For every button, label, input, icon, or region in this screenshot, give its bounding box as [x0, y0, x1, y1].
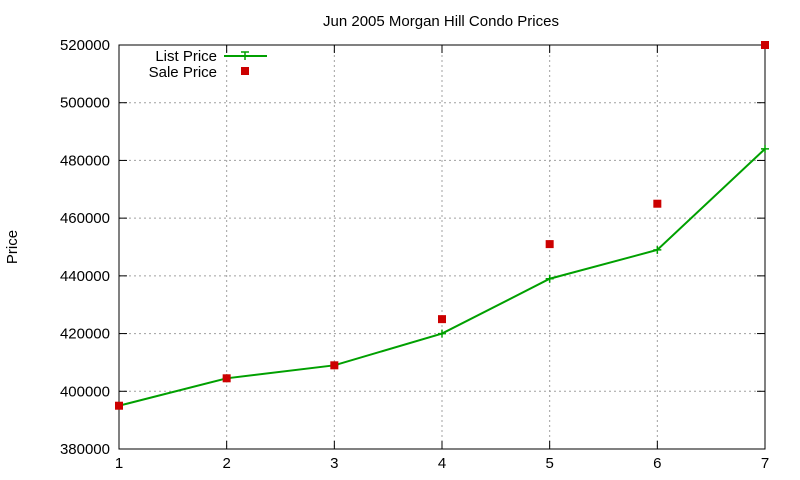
legend-label-sale-price: Sale Price [149, 64, 217, 81]
legend: List Price Sale Price [149, 48, 267, 81]
plot-frame [118, 44, 766, 450]
grid-lines [119, 45, 765, 449]
list-price-line [118, 148, 766, 407]
sale-price-point [330, 361, 339, 370]
y-tick-label: 460000 [60, 210, 110, 227]
legend-label-list-price: List Price [155, 48, 217, 65]
sale-price-point [545, 240, 554, 249]
x-tick-label: 7 [761, 455, 769, 472]
x-tick-label: 2 [222, 455, 230, 472]
legend-marker-sale-price [241, 67, 249, 75]
y-tick-label: 520000 [60, 37, 110, 54]
x-tick-label: 3 [330, 455, 338, 472]
y-tick-label: 500000 [60, 95, 110, 112]
chart-title: Jun 2005 Morgan Hill Condo Prices [323, 13, 559, 30]
x-tick-label: 4 [438, 455, 446, 472]
y-tick-label: 420000 [60, 326, 110, 343]
sale-price-point [438, 315, 446, 324]
y-axis-label: Price [4, 230, 21, 264]
sale-price-point [761, 41, 769, 49]
sale-price-point [115, 401, 123, 410]
axis-ticks: 1 2 3 4 5 6 7 380000 400000 420000 440000 460000 480… [60, 37, 769, 472]
x-tick-label: 6 [653, 455, 661, 472]
sale-price-point [222, 374, 231, 383]
data-series [115, 41, 769, 410]
sale-price-point [653, 199, 662, 208]
list-price-point [653, 245, 662, 254]
y-tick-label: 480000 [60, 152, 110, 169]
x-tick-label: 1 [115, 455, 123, 472]
list-price-point [761, 144, 769, 153]
x-tick-label: 5 [545, 455, 553, 472]
list-price-point [438, 329, 446, 338]
list-price-point [545, 274, 554, 283]
y-tick-label: 440000 [60, 268, 110, 285]
y-tick-label: 380000 [60, 441, 110, 458]
legend-marker-list-price [241, 51, 249, 60]
y-tick-label: 400000 [60, 383, 110, 400]
